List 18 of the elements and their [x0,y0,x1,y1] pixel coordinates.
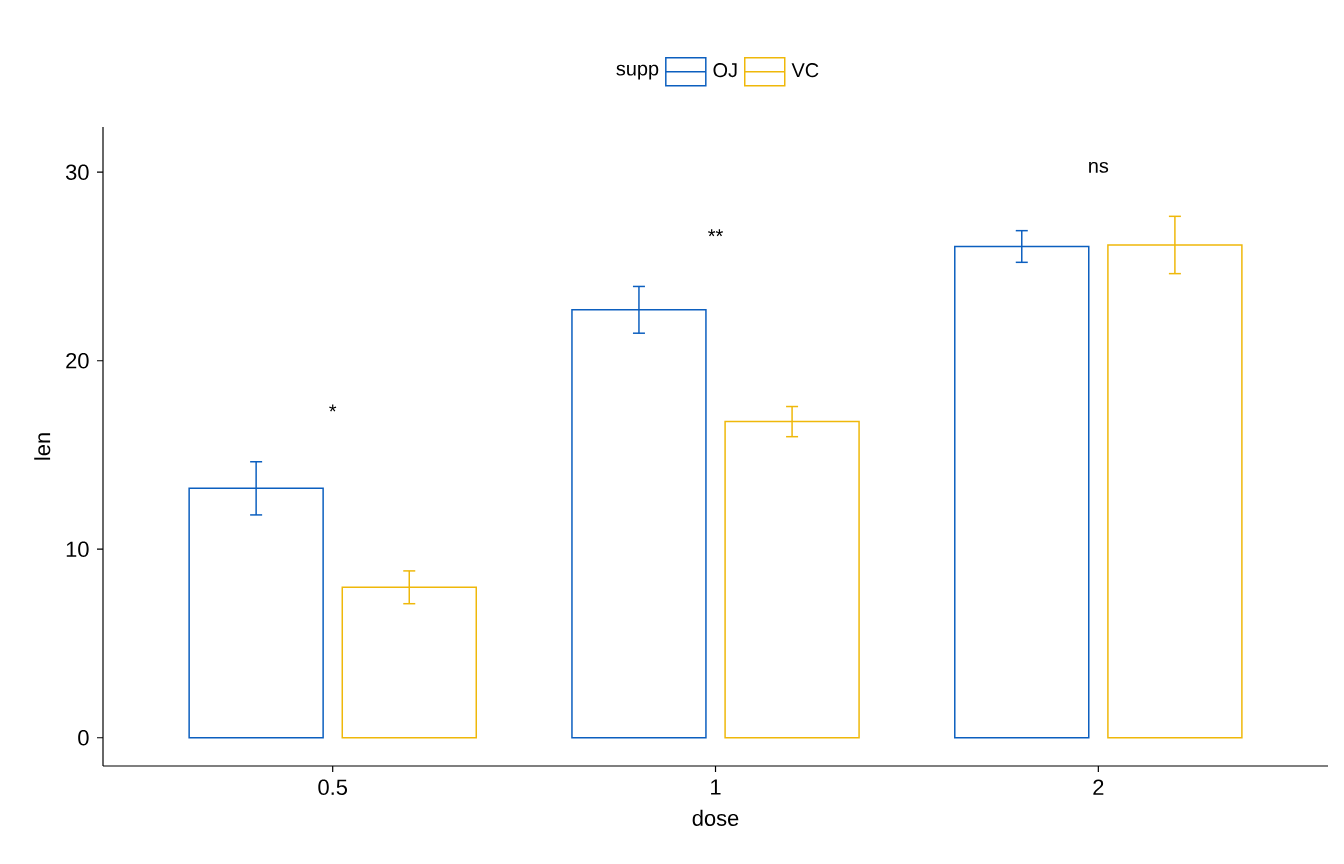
legend-label: OJ [713,63,737,78]
y-tick-label: 20 [66,352,89,369]
y-tick-label: 10 [66,541,89,557]
annotation: * [329,404,337,412]
bar [188,487,324,739]
y-axis-title: len [34,433,51,460]
x-tick-label: 0.5 [318,779,348,796]
x-axis-title: dose [692,809,739,826]
annotation: ** [708,229,723,237]
bar [954,245,1090,739]
y-tick-label: 30 [65,164,89,180]
bar [341,586,477,739]
x-tick-label: 1 [711,779,721,795]
y-tick-label: 0 [78,729,89,746]
x-tick-label: 2 [1093,779,1104,795]
legend-label: VC [791,63,819,78]
annotation: ns [1089,161,1109,173]
legend-title: supp [616,64,659,80]
